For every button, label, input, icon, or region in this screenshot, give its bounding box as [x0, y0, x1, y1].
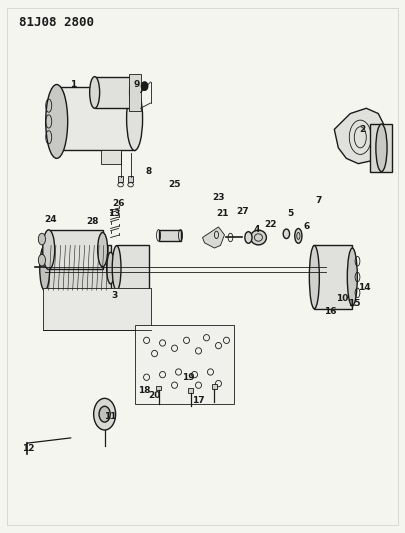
- Ellipse shape: [94, 398, 115, 430]
- Bar: [49, 230, 102, 269]
- Text: 1: 1: [70, 80, 76, 89]
- Ellipse shape: [51, 87, 67, 150]
- Ellipse shape: [40, 246, 50, 290]
- Ellipse shape: [90, 77, 100, 108]
- Bar: [188, 389, 193, 393]
- Text: 6: 6: [303, 222, 309, 231]
- Text: 27: 27: [236, 207, 249, 216]
- Text: 19: 19: [182, 373, 195, 382]
- Text: 20: 20: [148, 391, 161, 400]
- Bar: [45, 245, 111, 290]
- Text: 11: 11: [104, 413, 117, 421]
- Bar: [117, 245, 149, 290]
- Bar: [128, 176, 133, 182]
- Bar: [134, 325, 234, 403]
- Ellipse shape: [295, 229, 302, 243]
- Text: 28: 28: [86, 217, 99, 226]
- Ellipse shape: [38, 254, 45, 266]
- Polygon shape: [334, 108, 386, 164]
- Text: 17: 17: [192, 397, 205, 406]
- Bar: [314, 245, 352, 309]
- Text: 5: 5: [287, 209, 294, 218]
- Bar: [95, 77, 134, 108]
- Circle shape: [141, 82, 148, 90]
- Ellipse shape: [38, 233, 45, 245]
- Ellipse shape: [283, 229, 290, 239]
- Text: 23: 23: [212, 193, 225, 203]
- Text: 14: 14: [358, 283, 371, 292]
- Text: 24: 24: [45, 214, 57, 223]
- Bar: [59, 87, 134, 150]
- Text: 10: 10: [336, 294, 348, 303]
- Text: 15: 15: [348, 299, 360, 308]
- Ellipse shape: [250, 230, 266, 245]
- Text: 25: 25: [168, 180, 181, 189]
- Text: 18: 18: [139, 386, 151, 395]
- Text: 3: 3: [111, 291, 118, 300]
- Text: 2: 2: [359, 125, 365, 134]
- Text: 21: 21: [216, 209, 229, 218]
- Text: 16: 16: [324, 307, 337, 316]
- Text: 13: 13: [109, 209, 121, 218]
- Ellipse shape: [127, 87, 143, 150]
- Text: 8: 8: [145, 167, 152, 176]
- Text: 12: 12: [23, 444, 35, 453]
- Polygon shape: [202, 227, 224, 248]
- Bar: [212, 384, 217, 389]
- Ellipse shape: [347, 248, 357, 306]
- Bar: [129, 74, 141, 111]
- Ellipse shape: [46, 85, 68, 158]
- Text: 7: 7: [315, 196, 322, 205]
- Ellipse shape: [99, 406, 110, 422]
- Ellipse shape: [107, 252, 115, 284]
- Text: 26: 26: [112, 199, 125, 208]
- Bar: [159, 230, 181, 241]
- Bar: [370, 124, 392, 172]
- Ellipse shape: [98, 232, 108, 266]
- Ellipse shape: [112, 246, 121, 290]
- Ellipse shape: [245, 232, 252, 243]
- Ellipse shape: [43, 230, 55, 269]
- Text: 4: 4: [253, 225, 260, 234]
- Ellipse shape: [130, 77, 140, 108]
- Bar: [156, 386, 161, 391]
- Polygon shape: [43, 288, 151, 330]
- Text: 22: 22: [264, 220, 277, 229]
- Ellipse shape: [376, 124, 387, 172]
- Text: 81J08 2800: 81J08 2800: [19, 16, 94, 29]
- Bar: [118, 176, 124, 182]
- Ellipse shape: [309, 245, 319, 309]
- Bar: [100, 150, 121, 164]
- Text: 9: 9: [133, 80, 140, 89]
